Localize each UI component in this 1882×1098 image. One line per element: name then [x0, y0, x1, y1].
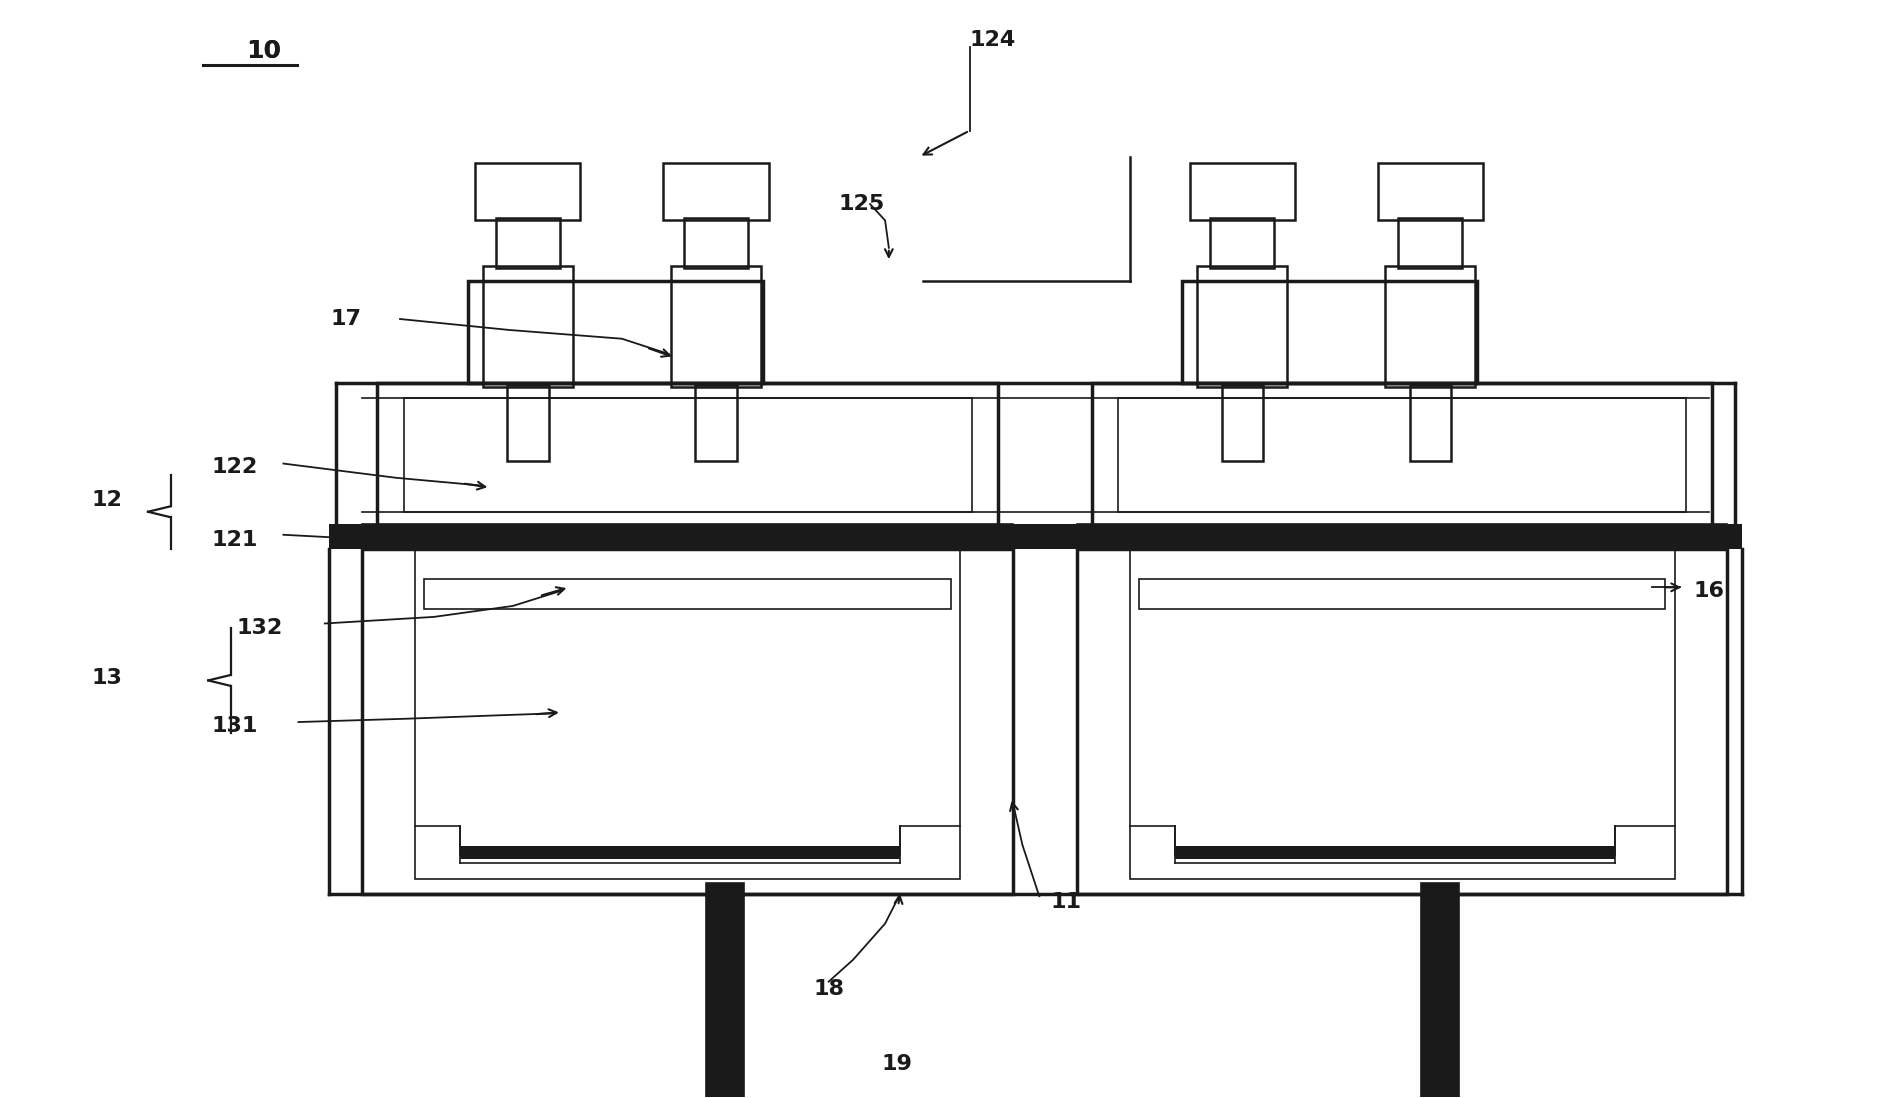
Bar [1210, 219, 1274, 268]
Bar [1129, 549, 1673, 878]
Text: 18: 18 [813, 979, 845, 999]
Bar [327, 524, 1741, 549]
Text: 17: 17 [329, 309, 361, 329]
Text: 122: 122 [213, 457, 258, 477]
Bar [1221, 384, 1263, 461]
Text: 121: 121 [213, 530, 258, 550]
Bar [1421, 883, 1459, 1098]
Bar [1092, 382, 1711, 527]
Bar [670, 267, 760, 386]
Text: 19: 19 [881, 1054, 911, 1074]
Bar [361, 524, 1013, 549]
Bar [467, 281, 762, 382]
Text: 124: 124 [969, 30, 1016, 49]
Bar [482, 267, 572, 386]
Bar [403, 397, 971, 512]
Bar [1182, 281, 1477, 382]
Text: 10: 10 [247, 38, 280, 63]
Bar [694, 384, 736, 461]
Text: 131: 131 [213, 716, 258, 737]
Text: 11: 11 [1050, 892, 1080, 911]
Bar [1421, 883, 1459, 1098]
Bar [506, 384, 548, 461]
Bar [495, 219, 559, 268]
Bar [1139, 579, 1664, 609]
Bar [1174, 845, 1613, 859]
Bar [414, 549, 960, 878]
Text: 10: 10 [247, 38, 280, 63]
Bar [361, 549, 1013, 894]
Bar [376, 382, 997, 527]
Bar [1077, 549, 1726, 894]
Text: 16: 16 [1692, 581, 1724, 601]
Bar [706, 883, 743, 1098]
Bar [706, 883, 743, 1098]
Text: 125: 125 [837, 194, 885, 214]
Bar [1189, 164, 1295, 221]
Bar [1398, 219, 1462, 268]
Bar [1378, 164, 1483, 221]
Bar [459, 845, 900, 859]
Text: 132: 132 [237, 618, 282, 638]
Bar [1410, 384, 1451, 461]
Bar [1197, 267, 1287, 386]
Bar [1385, 267, 1475, 386]
Text: 13: 13 [92, 669, 122, 688]
Bar [662, 164, 768, 221]
Bar [1077, 524, 1726, 549]
Text: 12: 12 [92, 490, 122, 509]
Bar [683, 219, 747, 268]
Bar [474, 164, 580, 221]
Bar [1118, 397, 1684, 512]
Bar [423, 579, 950, 609]
